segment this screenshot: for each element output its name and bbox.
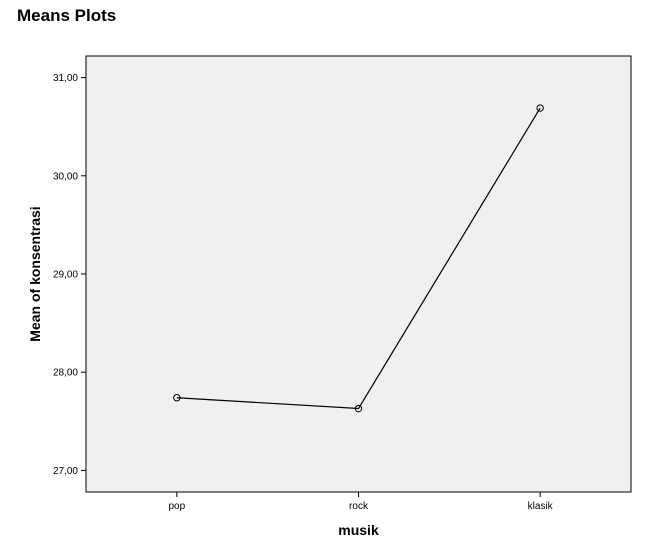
x-tick-label: klasik bbox=[528, 501, 554, 512]
data-point-marker bbox=[536, 104, 544, 112]
x-tick-label: rock bbox=[349, 501, 369, 512]
plot-area bbox=[85, 55, 632, 493]
y-tick-label: 28,00 bbox=[53, 368, 78, 379]
x-axis-title: musik bbox=[338, 522, 379, 538]
series-layer bbox=[173, 104, 544, 413]
y-tick-label: 29,00 bbox=[53, 270, 78, 281]
data-point-marker bbox=[173, 394, 181, 402]
y-tick-label: 30,00 bbox=[53, 171, 78, 182]
page-title: Means Plots bbox=[17, 6, 117, 25]
x-axis: pop rock klasik bbox=[168, 492, 554, 512]
data-point-marker bbox=[354, 404, 363, 413]
y-tick-label: 31,00 bbox=[53, 73, 78, 84]
y-tick-label: 27,00 bbox=[53, 466, 78, 477]
y-axis-title: Mean of konsentrasi bbox=[27, 206, 43, 341]
y-axis: 27,00 28,00 29,00 30,00 31,00 bbox=[53, 73, 86, 477]
series-line bbox=[176, 107, 541, 410]
x-tick-label: pop bbox=[168, 501, 185, 512]
